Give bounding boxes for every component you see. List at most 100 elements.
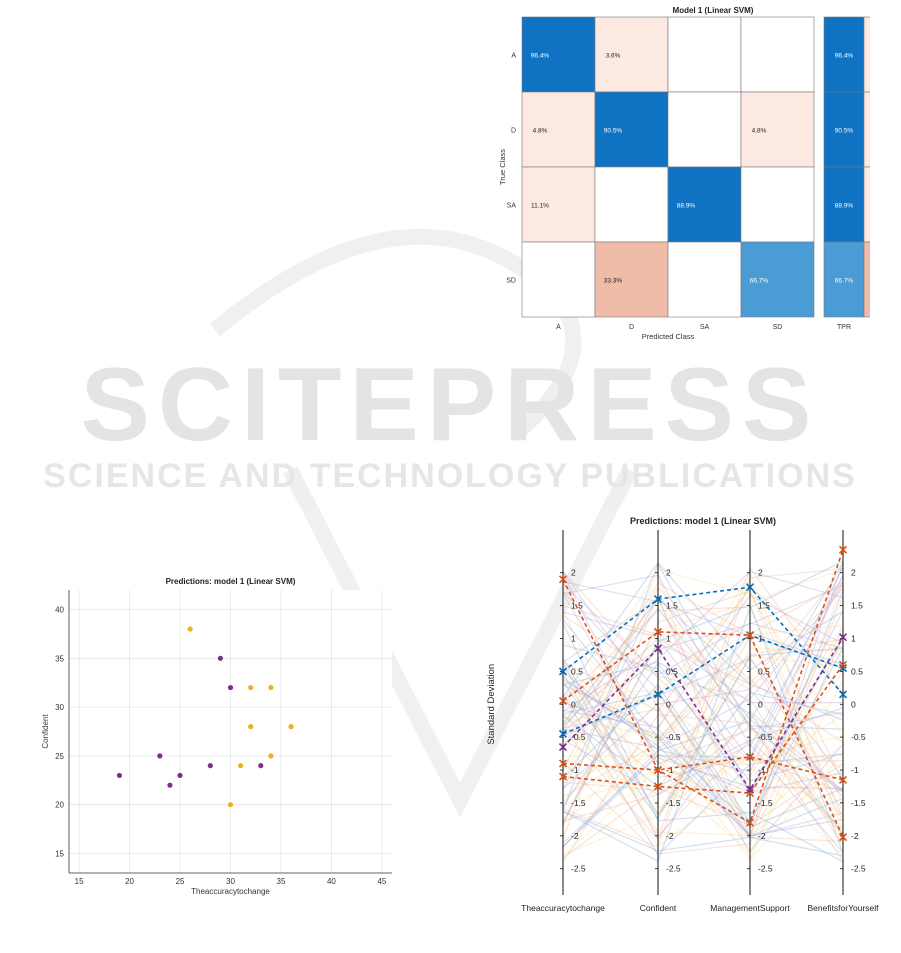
scatter-y-tick: 15 [55,849,64,858]
pc-background-line [562,674,844,857]
parallel-coordinates-chart: 2 1.5 1 0.5 0 -0.5 -1 -1.5 -2 -2.5 Theaccuracytoch… [478,505,901,925]
cm-col-label: SA [700,324,710,331]
cm-cell [594,16,669,93]
scatter-x-tick: 30 [226,877,235,886]
scatter-point [248,684,254,691]
pc-background-line [562,594,844,729]
pc-background-line [562,656,844,817]
pc-background-line [562,644,844,782]
pc-marker [745,785,755,794]
pc-background-line [562,611,843,704]
pc-marker [558,667,568,676]
scatter-point [116,772,123,779]
pc-background-line [562,560,844,863]
pc-category-label: Confident [640,903,677,913]
pc-marker [838,775,848,784]
scatter-y-tick: 40 [55,606,64,615]
pc-ylabel: Standard Deviation [486,664,497,745]
pc-background-line [562,581,844,749]
pc-background-line [562,633,844,861]
pc-background-line [562,598,844,794]
pc-background-line [562,568,844,848]
pc-background-line [562,574,844,748]
pc-tick-label: 0.5 [571,666,583,676]
watermark-small: SCIENCE AND TECHNOLOGY PUBLICATIONS [43,457,857,495]
pc-background-line [562,583,844,676]
pc-tick-label: -2 [851,831,859,841]
pc-background-line [562,631,844,742]
pc-tick-label: 0.5 [758,666,770,676]
pc-background-line [562,574,844,773]
cm-cell-value: 90.5% [604,128,623,135]
cm-cell-value: 96.4% [531,53,550,60]
pc-background-line [562,566,844,848]
pc-category-label: ManagementSupport [710,903,790,913]
pc-background-line [562,647,844,856]
pc-tick-label: 1 [758,634,763,644]
pc-background-line [562,566,844,841]
pc-background-line [562,593,844,792]
pc-marker [745,752,755,761]
pc-marker [558,696,568,706]
pc-background-line [562,580,844,762]
pc-background-line [562,568,844,737]
scatter-svg: 15 20 25 30 35 40 45 15 20 25 30 35 40 Predictions: m… [41,577,392,896]
pc-tick-label: -2.5 [571,864,586,874]
scatter-x-tick: 40 [327,877,336,886]
pc-marker [558,772,568,781]
cm-summary-cell [823,16,865,93]
pc-background-line [562,754,844,815]
parallel-coordinates-svg: 2 1.5 1 0.5 0 -0.5 -1 -1.5 -2 -2.5 Theaccuracytoch… [486,516,879,913]
cm-summary-cell [823,166,865,243]
pc-background-line [562,595,844,840]
pc-background-line [562,587,844,749]
cm-xlabel: Predicted Class [642,332,695,341]
pc-background-line [562,570,844,732]
pc-background-line [562,725,844,836]
cm-summary-cell [823,241,865,318]
cm-row-label: A [511,53,516,60]
cm-cell [521,166,596,243]
pc-background-line [562,712,844,848]
cm-row-label: D [511,128,516,135]
pc-highlight-line [562,636,844,792]
cm-summary-value: 96.4% [835,53,854,60]
cm-row-label: SA [507,203,517,210]
pc-background-line [562,637,844,855]
pc-category-label: Theaccuracytochange [521,903,605,913]
pc-background-line [562,587,844,712]
scatter-point [248,724,254,730]
pc-category-label: BenefitsforYourself [807,903,879,913]
pc-background-line [562,672,844,837]
scatter-y-tick: 30 [55,703,64,712]
pc-tick-label: 1 [851,634,856,644]
scatter-y-tick: 25 [55,752,64,761]
pc-background-line [562,610,844,810]
cm-summary-value: 66.7% [835,278,854,285]
cm-summary-cell [863,241,901,318]
pc-tick-label: -2.5 [666,864,681,874]
pc-tick-label: 0 [851,699,856,709]
scatter-x-tick: 45 [377,877,386,886]
scatter-x-tick: 20 [125,877,134,886]
pc-tick-label: 1.5 [571,601,583,611]
pc-highlight-line [562,756,844,781]
pc-tick-label: -1 [851,765,859,775]
pc-highlight-line [562,631,844,838]
pc-tick-label: -1.5 [666,798,681,808]
pc-tick-label: 2 [571,568,576,578]
cm-col-label: D [629,324,634,331]
cm-col-label: A [556,324,561,331]
pc-tick-label: -0.5 [666,732,681,742]
pc-tick-label: -2.5 [851,864,866,874]
pc-background-line [562,622,844,863]
cm-cell [740,91,815,168]
pc-background-line [562,571,844,862]
scatter-y-tick: 35 [55,654,64,663]
pc-background-line [562,647,844,824]
pc-background-line [562,763,844,859]
cm-cell [667,91,742,168]
pc-background-line [562,570,844,762]
pc-background-line [562,638,844,798]
scatter-point [177,772,183,779]
